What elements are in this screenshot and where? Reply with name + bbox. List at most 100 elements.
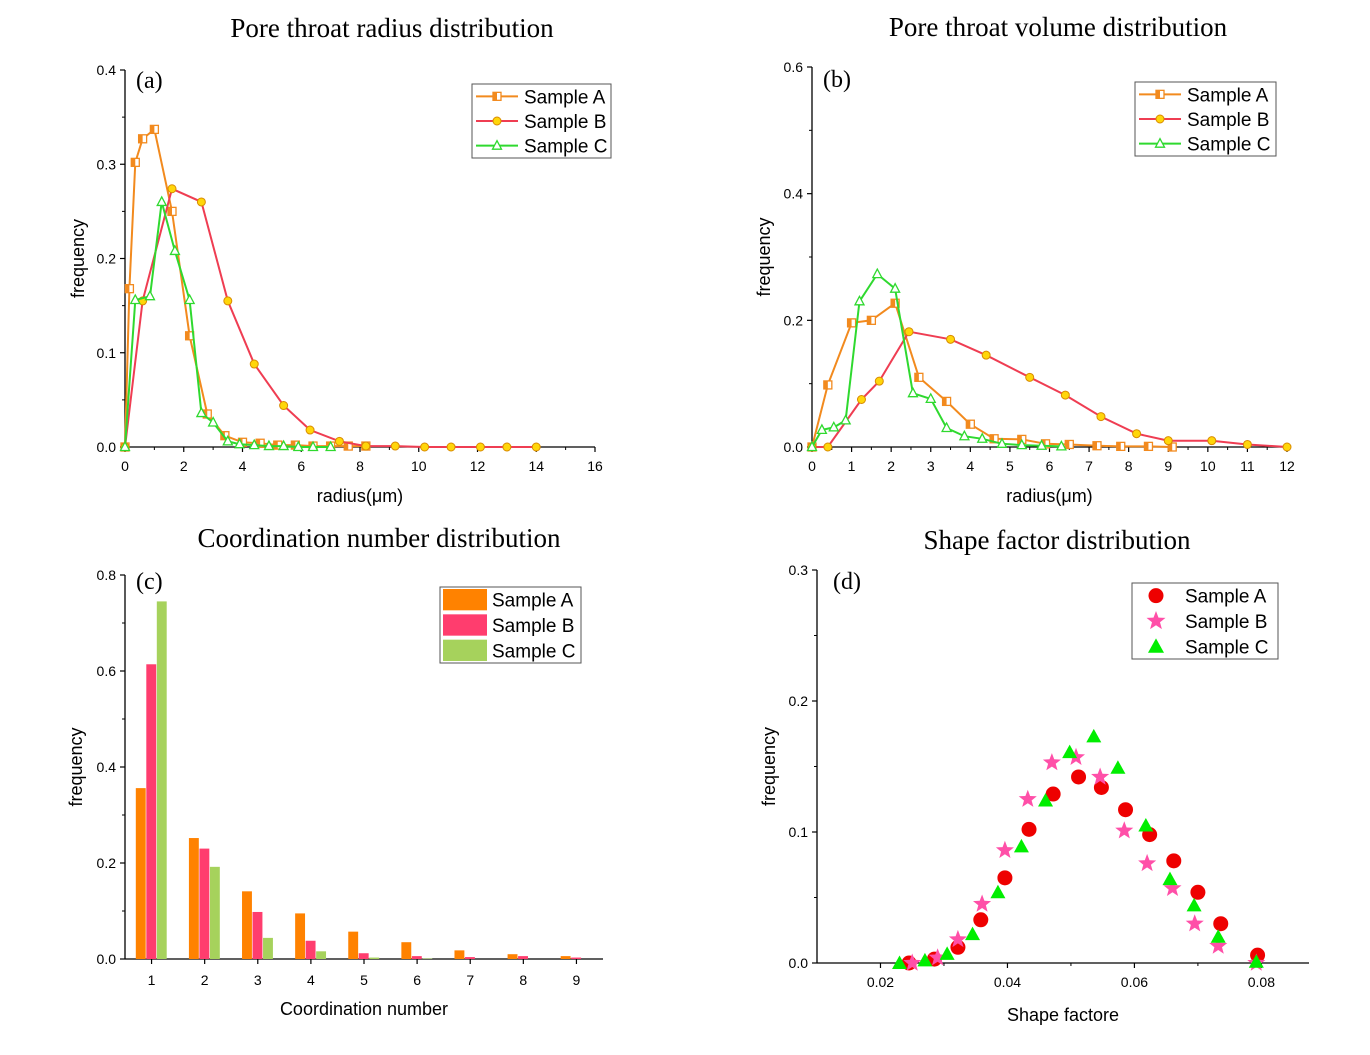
bar-s3-4 [316,951,327,959]
bar-s1-5 [348,931,359,959]
scatter-point-s1 [1166,853,1182,869]
x-axis-label: Shape factore [1007,1005,1119,1025]
data-point-s2 [823,442,833,452]
scatter-point-s2 [1042,753,1061,771]
data-point-s3 [1036,439,1048,450]
legend-swatch-marker [1146,611,1166,630]
data-point-s3 [871,267,883,279]
x-tick-label: 0.06 [1121,974,1148,990]
data-point-s2 [446,442,456,452]
legend-swatch-marker [1148,638,1164,653]
data-point-s1-half [256,439,261,448]
scatter-point-s2 [948,929,967,948]
x-tick-label: 4 [966,458,974,474]
y-tick-label: 0.4 [97,759,117,775]
x-tick-label: 5 [1006,458,1014,474]
data-point-s3 [1055,439,1067,451]
bar-s2-6 [411,956,422,959]
scatter-point-s1 [973,912,989,928]
scatter-point-s3 [1162,871,1178,886]
data-point-s3 [233,437,246,449]
scatter-point-s2 [1018,789,1037,807]
data-point-s1-half [150,125,155,134]
scatter-point-s1 [997,870,1013,886]
x-tick-label: 0.08 [1248,974,1275,990]
legend-swatch-marker-half [493,92,497,101]
x-tick-label: 9 [1164,458,1172,474]
data-point-s1-half [1065,440,1070,449]
data-point-s2 [390,441,400,451]
bar-s1-9 [560,956,571,959]
data-point-s2 [856,395,866,404]
chart-title: Coordination number distribution [198,523,561,553]
legend-swatch-marker [1155,114,1165,124]
x-tick-label: 7 [1085,458,1093,474]
data-point-s1-half [1144,442,1149,451]
data-point-s3 [129,293,141,305]
data-point-s2 [1060,390,1070,400]
data-point-s1-half [185,331,190,340]
x-tick-label: 3 [254,972,262,988]
panel-d-shape-factor: Shape factor distribution (d) Shape factor… [759,525,1309,1025]
data-point-s1-half [1116,442,1121,451]
data-point-s3 [941,421,953,433]
bar-s1-4 [295,913,306,959]
data-point-s3 [156,195,168,207]
data-point-s3 [248,438,260,450]
y-tick-label: 0.2 [789,693,809,709]
y-tick-label: 0.2 [97,855,117,871]
legend-label: Sample B [492,616,574,637]
data-point-s1-half [990,434,995,443]
data-point-s2 [334,436,344,446]
x-tick-label: 10 [411,458,427,474]
legend-swatch-marker [1148,588,1164,604]
data-point-s1-half [942,397,947,406]
data-point-s2 [305,425,315,435]
scatter-point-s3 [1186,897,1202,912]
data-point-s3 [169,244,181,256]
x-tick-label: 3 [927,458,935,474]
data-point-s3 [144,289,156,301]
x-tick-label: 7 [466,972,474,988]
y-tick-label: 0.2 [784,312,804,328]
scatter-point-s3 [1138,817,1154,832]
y-axis-label: frequency [68,219,88,298]
scatter-point-s3 [1210,929,1226,943]
bar-s2-5 [358,953,369,959]
scatter-point-s1 [1190,884,1206,900]
data-point-s3 [828,420,840,432]
y-tick-label: 0.3 [789,562,809,578]
y-axis-label: frequency [754,217,774,296]
data-point-s3 [1016,438,1028,450]
data-point-s3 [307,440,319,452]
series-line-1 [124,127,366,448]
data-point-s3 [292,440,304,452]
bar-s2-8 [518,956,528,959]
x-tick-label: 8 [356,458,364,474]
y-tick-label: 0.6 [784,59,804,75]
legend-swatch-marker [1154,137,1166,148]
scatter-point-s3 [892,955,908,969]
bar-s3-1 [156,601,167,959]
scatter-point-s2 [995,840,1014,858]
data-point-s1-half [344,442,349,451]
data-point-s1-half [1093,441,1097,450]
scatter-point-s2 [1091,767,1110,785]
x-tick-label: 5 [360,972,368,988]
data-point-s3 [816,423,828,435]
y-tick-label: 0.0 [789,955,809,971]
data-point-s1-half [847,318,852,327]
data-point-s1-half [1017,435,1022,444]
data-point-s2 [1096,412,1106,422]
scatter-point-s1 [1021,821,1037,837]
scatter-point-s1 [1213,916,1229,932]
data-point-s2 [249,359,259,369]
legend-swatch-bar [443,639,487,661]
scatter-point-s3 [917,952,933,967]
y-tick-label: 0.3 [97,156,117,172]
legend-label: Sample C [1185,637,1268,658]
data-point-s2 [1132,429,1142,439]
x-axis-label: radius(μm) [317,486,403,506]
y-tick-label: 0.4 [784,186,804,202]
scatter-point-s2 [973,894,992,912]
